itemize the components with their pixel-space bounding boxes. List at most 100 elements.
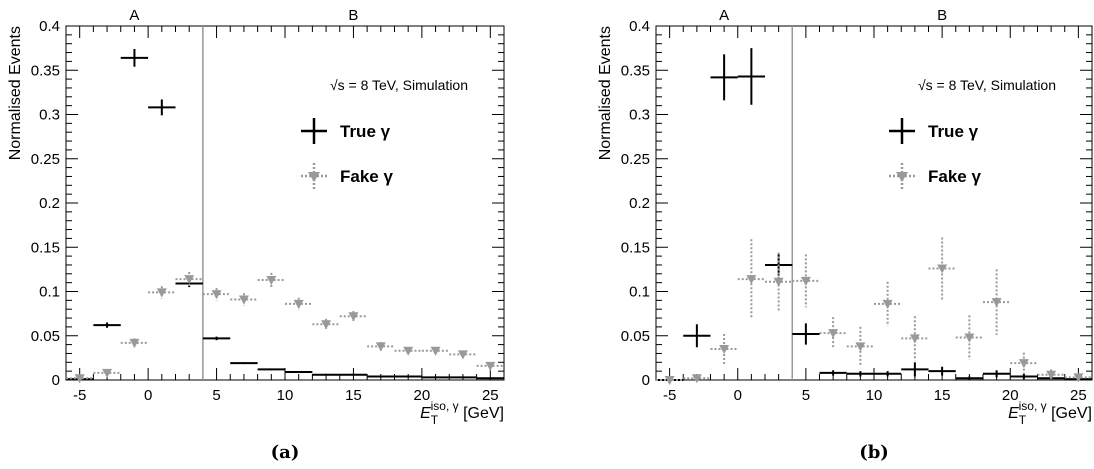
legend-triangle — [308, 172, 320, 182]
chart-panel-b: 0 0.05 0.1 0.15 0.2 0.25 0.3 0.35 0.4 -5 0 5 10 15 20 2… — [597, 7, 1093, 463]
panel-label: (a) — [271, 442, 300, 463]
data-point — [901, 316, 929, 361]
data-point — [1010, 352, 1038, 374]
data-point — [367, 375, 395, 378]
y-tick-label: 0.2 — [629, 195, 650, 212]
triangle-marker — [828, 329, 839, 339]
data-point — [792, 254, 820, 308]
data-point — [285, 297, 313, 311]
data-point — [1037, 369, 1065, 380]
triangle-marker — [746, 275, 757, 285]
data-point — [874, 281, 902, 327]
x-tick-label: 25 — [482, 387, 499, 404]
data-point — [955, 376, 983, 380]
data-point — [230, 362, 258, 365]
y-tick-label: 0.1 — [39, 284, 60, 301]
data-point — [449, 350, 477, 360]
data-point — [683, 324, 711, 348]
data-point — [257, 368, 285, 371]
triangle-marker — [348, 312, 359, 322]
y-tick-label: 0.35 — [621, 62, 650, 79]
triangle-marker — [991, 298, 1002, 308]
triangle-marker — [238, 295, 249, 305]
data-point — [312, 373, 340, 376]
y-tick-label: 0.05 — [621, 328, 650, 345]
data-point — [93, 368, 121, 378]
x-tick-label: 10 — [277, 387, 294, 404]
y-tick-label: 0.25 — [621, 151, 650, 168]
data-point — [202, 336, 231, 341]
data-point — [983, 370, 1011, 378]
triangle-marker — [800, 276, 811, 286]
data-point — [394, 375, 422, 378]
triangle-marker — [691, 374, 702, 384]
panel-label: (b) — [859, 442, 889, 463]
data-point — [476, 361, 504, 371]
y-tick-label: 0 — [642, 372, 650, 389]
x-tick-label: 5 — [802, 387, 810, 404]
triangle-marker — [74, 374, 85, 384]
triangle-marker — [184, 275, 195, 285]
data-point — [148, 286, 176, 299]
triangle-marker — [1018, 359, 1029, 369]
legend-entry-fake: Fake γ — [889, 163, 981, 189]
y-tick-label: 0.3 — [629, 107, 650, 124]
region-label-a: A — [129, 7, 139, 24]
triangle-marker — [485, 361, 496, 371]
series-true-photon — [656, 48, 1092, 381]
x-tick-label: 15 — [345, 387, 362, 404]
legend-entry-true: True γ — [889, 118, 979, 144]
triangle-marker — [129, 338, 140, 348]
data-point — [339, 373, 368, 376]
y-tick-label: 0.15 — [31, 239, 60, 256]
data-point — [394, 346, 422, 356]
series-true-photon — [66, 49, 504, 381]
data-point — [476, 377, 504, 380]
x-axis-label: ETiso, γ [GeV] — [1008, 399, 1092, 427]
data-point — [1010, 373, 1038, 380]
data-point — [93, 322, 121, 328]
x-tick-label: 15 — [934, 387, 951, 404]
legend-label: Fake γ — [928, 167, 981, 186]
region-label-b: B — [348, 7, 358, 24]
triangle-marker — [430, 346, 441, 356]
energy-annotation: √s = 8 TeV, Simulation — [918, 77, 1056, 93]
triangle-marker — [102, 368, 113, 378]
data-point — [285, 371, 313, 374]
data-point — [792, 323, 820, 345]
data-point — [819, 370, 847, 376]
triangle-marker — [964, 333, 975, 343]
data-point — [710, 333, 738, 365]
data-point — [230, 293, 258, 306]
data-point — [202, 287, 231, 301]
data-point — [710, 54, 738, 101]
series-fake-photon — [656, 237, 1092, 385]
legend-label: Fake γ — [340, 167, 393, 186]
y-axis-label: Normalised Events — [597, 26, 614, 160]
data-point — [148, 99, 176, 116]
data-point — [819, 317, 847, 350]
triangle-marker — [375, 342, 386, 352]
data-point — [737, 48, 765, 105]
triangle-marker — [293, 299, 304, 309]
y-tick-label: 0.3 — [39, 107, 60, 124]
region-label-a: A — [719, 7, 729, 24]
triangle-marker — [1046, 370, 1057, 380]
y-axis-label: Normalised Events — [7, 26, 24, 160]
data-point — [367, 341, 395, 352]
data-point — [257, 272, 285, 288]
y-tick-label: 0.4 — [629, 18, 650, 35]
triangle-marker — [909, 334, 920, 344]
triangle-marker — [855, 342, 866, 352]
triangle-marker — [937, 264, 948, 274]
series-fake-photon — [66, 272, 504, 384]
y-tick-label: 0.1 — [629, 284, 650, 301]
data-point — [846, 326, 874, 366]
data-point — [421, 346, 450, 356]
y-tick-label: 0.05 — [31, 328, 60, 345]
triangle-marker — [882, 299, 893, 309]
x-tick-label: 10 — [866, 387, 883, 404]
legend-label: True γ — [340, 122, 391, 141]
x-tick-label: 25 — [1070, 387, 1087, 404]
data-point — [765, 252, 793, 311]
